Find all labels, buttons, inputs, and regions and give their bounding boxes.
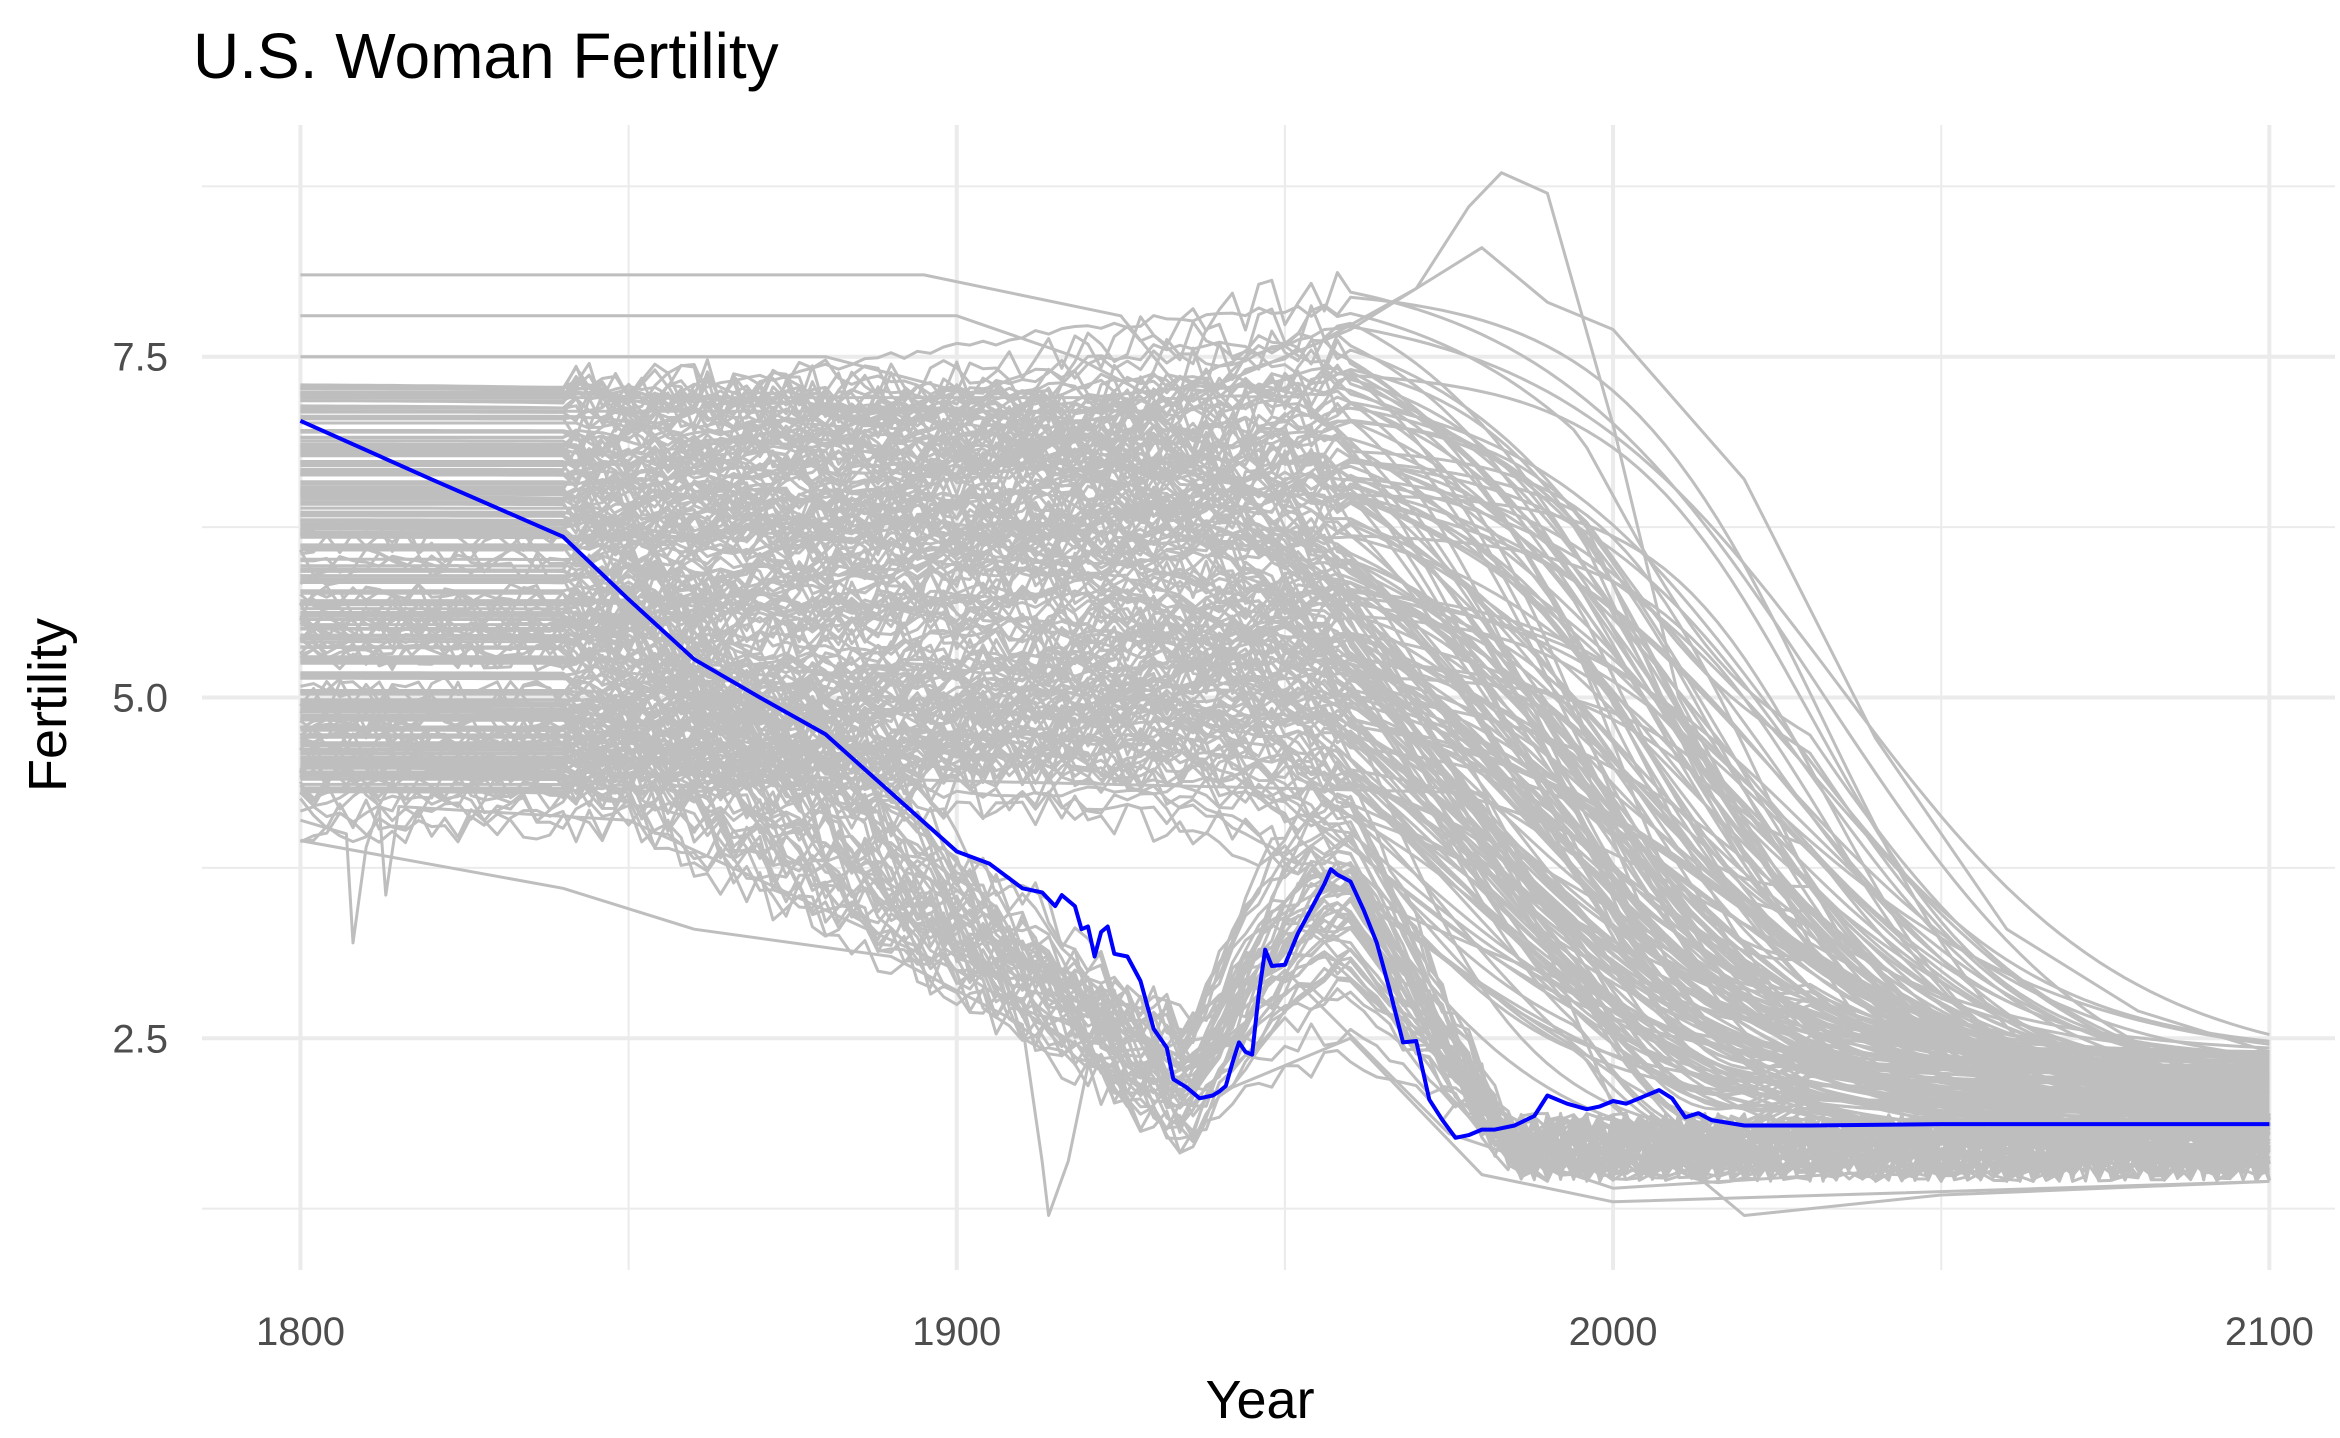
country-series-line	[300, 587, 2270, 1128]
highlight-series-line	[299, 418, 2270, 1140]
country-series-line	[300, 731, 2270, 1073]
country-series-line	[299, 741, 2271, 1182]
country-series-line	[300, 314, 1155, 399]
country-series-line	[300, 425, 2270, 1126]
x-tick-label: 1800	[256, 1310, 345, 1354]
x-tick-label: 2100	[2225, 1310, 2314, 1354]
country-series-line	[300, 355, 958, 393]
country-series-line	[300, 340, 2270, 1076]
country-series-line	[299, 805, 2270, 1190]
x-axis-title: Year	[1205, 1370, 1314, 1430]
country-series-line	[300, 481, 2270, 1107]
country-series-line	[300, 839, 2270, 1217]
country-series-line	[300, 335, 2270, 1146]
country-series-line	[300, 764, 2270, 1217]
y-tick-label: 2.5	[112, 1017, 168, 1061]
country-series-line	[299, 775, 2271, 1183]
country-series-line	[299, 796, 2270, 1182]
country-series-line	[299, 769, 2271, 1183]
country-series-line	[300, 675, 2271, 1182]
country-series-line	[300, 636, 2271, 1183]
country-series-line	[300, 246, 2270, 1054]
background-series-group	[299, 171, 2271, 1217]
country-series-line	[299, 710, 2271, 1183]
country-series-line	[300, 703, 2270, 1097]
chart-title: U.S. Woman Fertility	[193, 20, 779, 92]
country-series-line	[300, 386, 2270, 1078]
country-series-line	[300, 441, 2270, 1063]
highlight-series-group	[299, 418, 2270, 1140]
country-series-line	[299, 589, 2271, 1181]
x-tick-label: 2000	[1569, 1310, 1658, 1354]
country-series-line	[300, 382, 2270, 1095]
country-series-line	[300, 273, 1188, 399]
x-tick-label: 1900	[912, 1310, 1001, 1354]
y-tick-label: 5.0	[112, 677, 168, 721]
tick-labels: 1800 1900 2000 2100 2.5 5.0 7.5	[112, 336, 2313, 1354]
y-axis-title: Fertility	[18, 618, 78, 792]
country-series-line	[300, 491, 2270, 1113]
country-series-line	[300, 713, 2270, 1101]
country-series-line	[300, 470, 2270, 1090]
country-series-line	[300, 304, 2270, 1079]
country-series-line	[300, 379, 2270, 1138]
country-series-line	[300, 728, 2271, 1183]
y-tick-label: 7.5	[112, 336, 168, 380]
country-series-line	[300, 371, 2270, 1115]
country-series-line	[300, 394, 2270, 1122]
